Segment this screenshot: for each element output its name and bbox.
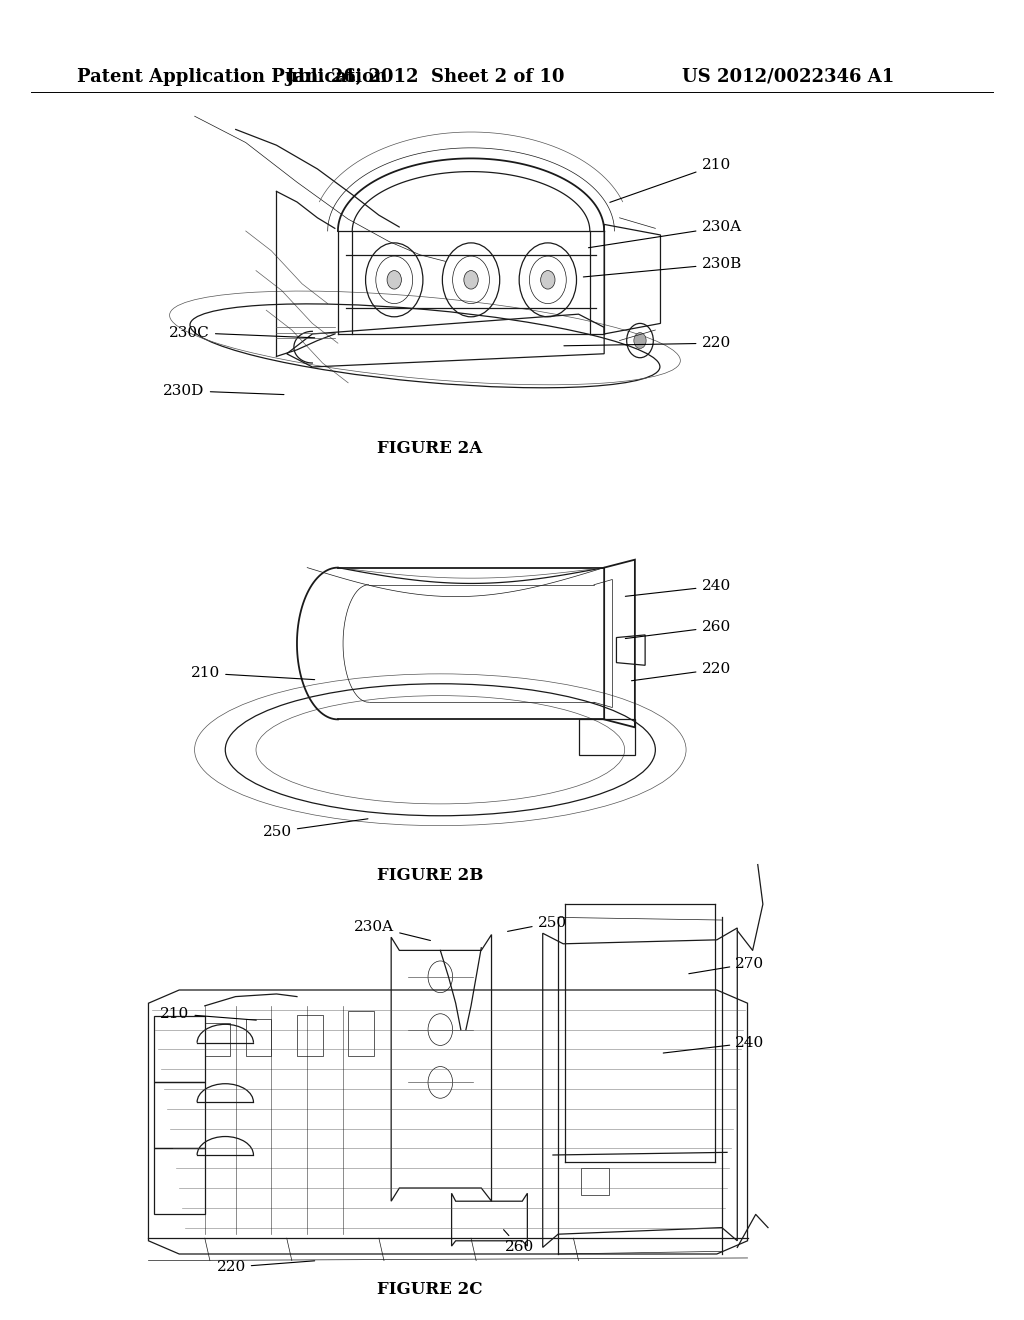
Text: 210: 210 [160,1007,256,1020]
Text: 270: 270 [689,957,764,974]
Circle shape [387,271,401,289]
Text: 260: 260 [504,1230,535,1254]
Bar [205,1023,230,1056]
Text: Jan. 26, 2012  Sheet 2 of 10: Jan. 26, 2012 Sheet 2 of 10 [286,67,564,86]
Text: 230A: 230A [589,220,741,248]
Circle shape [541,271,555,289]
Circle shape [634,333,646,348]
Text: FIGURE 2B: FIGURE 2B [377,867,483,883]
Text: 220: 220 [564,337,731,350]
Text: 210: 210 [190,667,314,680]
Text: Patent Application Publication: Patent Application Publication [77,67,387,86]
Text: 250: 250 [263,818,368,838]
Circle shape [464,271,478,289]
Text: 230A: 230A [354,920,430,940]
Text: 230B: 230B [584,257,741,277]
Bar [246,1019,271,1056]
Bar [297,1015,323,1056]
Text: 230C: 230C [169,326,314,339]
Text: 260: 260 [626,620,731,639]
Text: 220: 220 [632,663,731,681]
Text: 250: 250 [508,916,566,932]
Bar [581,1168,609,1195]
Text: 240: 240 [664,1036,765,1053]
Text: FIGURE 2A: FIGURE 2A [378,441,482,457]
Text: 210: 210 [610,158,731,202]
Bar [154,1148,205,1214]
Text: 230D: 230D [164,384,284,397]
Text: US 2012/0022346 A1: US 2012/0022346 A1 [682,67,895,86]
Bar [154,1082,205,1148]
Bar [154,1016,205,1082]
Text: 220: 220 [216,1261,314,1274]
Text: 240: 240 [626,579,731,597]
Bar [348,1011,374,1056]
Text: FIGURE 2C: FIGURE 2C [377,1282,483,1298]
